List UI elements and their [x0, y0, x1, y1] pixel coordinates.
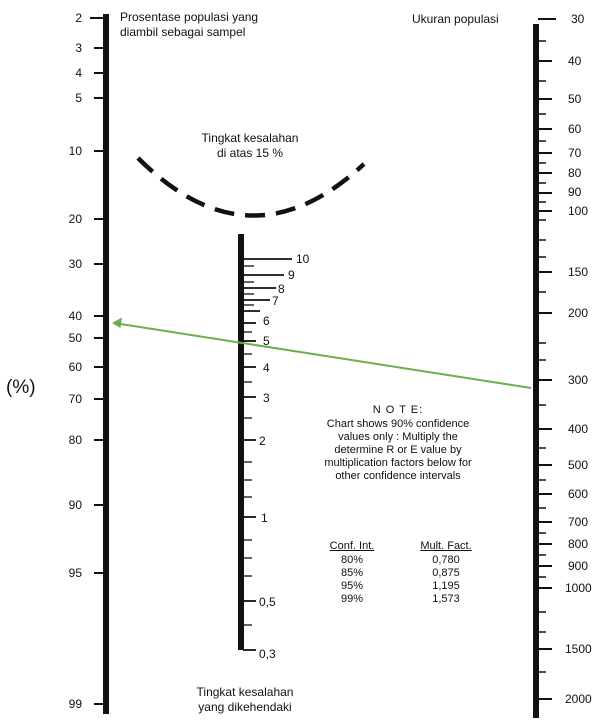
left-tick-label: 70 — [68, 392, 82, 406]
left-tick-label: 95 — [68, 566, 82, 580]
left-tick-label: 4 — [75, 66, 82, 80]
right-tick-label: 300 — [568, 373, 589, 387]
middle-tick-label: 1 — [261, 511, 268, 525]
error-arc-label-line2: di atas 15 % — [216, 146, 284, 160]
right-tick-label: 900 — [568, 559, 589, 573]
error-arc — [136, 156, 366, 218]
middle-tick-label: 8 — [278, 282, 285, 296]
right-scale-title: Ukuran populasi — [412, 12, 499, 26]
right-tick-label: 1000 — [565, 581, 592, 595]
reading-line-arrowhead — [112, 317, 122, 328]
left-tick-label: 10 — [68, 144, 82, 158]
right-tick-label: 700 — [568, 515, 589, 529]
right-tick-label: 70 — [568, 146, 582, 160]
error-arc-label-line1: Tingkat kesalahan — [201, 131, 299, 145]
conf-table-cell: 99% — [340, 593, 364, 605]
middle-tick-label: 3 — [263, 391, 270, 405]
right-tick-label: 400 — [568, 422, 589, 436]
right-tick-label: 200 — [568, 306, 589, 320]
right-tick-label: 80 — [568, 166, 582, 180]
conf-table-cell: 80% — [340, 554, 364, 566]
middle-scale-title-line2: yang dikehendaki — [198, 700, 292, 714]
right-tick-label: 40 — [568, 54, 582, 68]
middle-tick-label: 6 — [263, 314, 270, 328]
left-tick-label: 90 — [68, 498, 82, 512]
right-tick-label: 800 — [568, 537, 589, 551]
left-scale-ticks — [90, 17, 104, 705]
right-tick-label: 100 — [568, 204, 589, 218]
note-line: other confidence intervals — [335, 470, 461, 482]
note-line: multiplication factors below for — [324, 457, 472, 469]
left-tick-label: 5 — [75, 91, 82, 105]
middle-scale-ticks — [243, 258, 292, 651]
left-tick-label: 99 — [68, 697, 82, 711]
conf-table-cell: 0,875 — [432, 567, 460, 579]
middle-scale-minor-ticks — [243, 265, 254, 626]
right-tick-label: 1500 — [565, 642, 592, 656]
left-scale-bar — [103, 14, 109, 714]
left-tick-label: 2 — [75, 11, 82, 25]
left-tick-label: 3 — [75, 41, 82, 55]
left-tick-label: 30 — [68, 257, 82, 271]
middle-scale-title-line1: Tingkat kesalahan — [196, 685, 294, 699]
left-scale-title-line2: diambil sebagai sampel — [120, 25, 246, 39]
left-scale-unit: (%) — [6, 377, 36, 398]
note-line: determine R or E value by — [334, 444, 462, 456]
middle-tick-label: 9 — [288, 268, 295, 282]
note-heading: N O T E: — [372, 404, 424, 416]
conf-table-cell: 1,573 — [432, 593, 460, 605]
right-tick-label: 50 — [568, 92, 582, 106]
conf-table-cell: 95% — [340, 580, 364, 592]
right-scale-minor-ticks — [538, 40, 546, 673]
middle-scale-bar — [238, 234, 244, 650]
conf-table-cell: 1,195 — [432, 580, 460, 592]
middle-tick-label: 2 — [259, 434, 266, 448]
middle-tick-label: 0,3 — [259, 647, 276, 661]
conf-table-header-conf: Conf. Int. — [329, 540, 375, 552]
conf-table-header-mult: Mult. Fact. — [420, 540, 472, 552]
right-tick-label: 30 — [571, 12, 585, 26]
left-tick-label: 40 — [68, 309, 82, 323]
middle-tick-label: 4 — [263, 361, 270, 375]
conf-table-cell: 0,780 — [432, 554, 460, 566]
reading-line — [113, 322, 532, 389]
right-tick-label: 600 — [568, 487, 589, 501]
middle-tick-label: 7 — [272, 294, 279, 308]
right-tick-label: 150 — [568, 265, 589, 279]
note-line: values only : Multiply the — [338, 431, 458, 443]
middle-tick-label: 10 — [296, 252, 310, 266]
right-scale-bar — [533, 24, 539, 718]
right-tick-label: 60 — [568, 122, 582, 136]
right-tick-label: 90 — [568, 185, 582, 199]
left-tick-label: 80 — [68, 433, 82, 447]
middle-tick-label: 5 — [263, 334, 270, 348]
right-scale-ticks — [538, 18, 556, 700]
right-tick-label: 2000 — [565, 692, 592, 706]
left-tick-label: 50 — [68, 331, 82, 345]
conf-table-cell: 85% — [340, 567, 364, 579]
right-tick-label: 500 — [568, 458, 589, 472]
left-tick-label: 60 — [68, 360, 82, 374]
left-scale-title-line1: Prosentase populasi yang — [120, 10, 259, 24]
left-tick-label: 20 — [68, 212, 82, 226]
middle-tick-label: 0,5 — [259, 595, 276, 609]
note-line: Chart shows 90% confidence — [326, 418, 470, 430]
